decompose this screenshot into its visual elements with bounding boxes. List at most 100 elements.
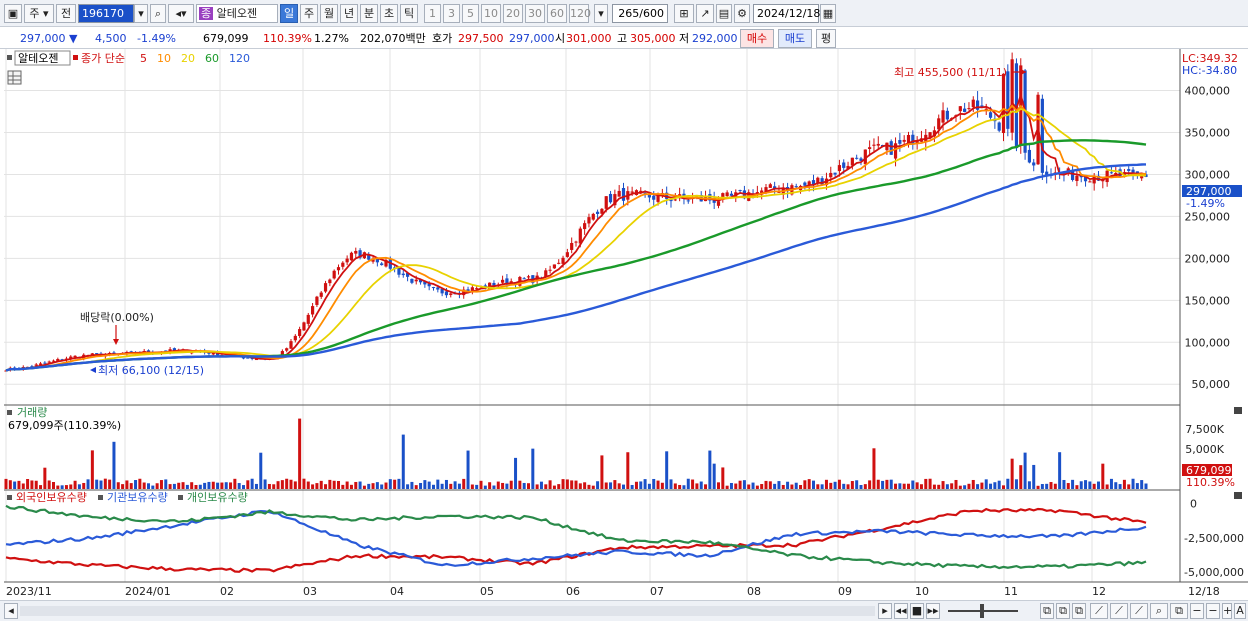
line-tool-icon[interactable]: ⟋ bbox=[1130, 603, 1148, 619]
interval-tab[interactable]: 20 bbox=[503, 4, 523, 23]
candle bbox=[557, 262, 561, 264]
prev-button[interactable]: 전 bbox=[56, 4, 76, 23]
speaker-icon[interactable]: ◂▾ bbox=[168, 4, 194, 23]
volume-bar bbox=[1122, 479, 1126, 489]
candle bbox=[850, 157, 854, 166]
period-tab[interactable]: 분 bbox=[360, 4, 378, 23]
chevron-down-icon[interactable]: ▾ bbox=[594, 4, 608, 23]
volume-bar bbox=[647, 483, 651, 489]
volume-bar bbox=[859, 485, 863, 489]
window-icon[interactable]: ⧉ bbox=[1056, 603, 1070, 619]
scroll-right-icon[interactable]: ▸ bbox=[878, 603, 892, 619]
layout-icon[interactable]: ▣ bbox=[4, 4, 22, 23]
zoom-out-icon[interactable]: − bbox=[1190, 603, 1204, 619]
volume-bar bbox=[401, 434, 405, 489]
candle bbox=[574, 241, 578, 243]
eval-button[interactable]: 평 bbox=[816, 29, 836, 48]
legend-name-box[interactable] bbox=[14, 50, 71, 66]
buy-button[interactable]: 매수 bbox=[740, 29, 774, 48]
calendar-icon[interactable]: ▦ bbox=[820, 4, 836, 23]
date-input[interactable]: 2024/12/18 bbox=[753, 4, 820, 23]
sell-button[interactable]: 매도 bbox=[778, 29, 812, 48]
candle bbox=[43, 362, 47, 364]
stock-code-input[interactable]: 196170 bbox=[78, 4, 134, 23]
font-size-icon[interactable]: A bbox=[1234, 603, 1246, 619]
volume-bar bbox=[250, 478, 254, 489]
volume-bar bbox=[1084, 480, 1088, 489]
candle bbox=[285, 348, 289, 351]
search-icon[interactable]: ⌕ bbox=[150, 4, 166, 23]
volume-bar bbox=[1114, 482, 1118, 489]
volume-bar bbox=[319, 480, 323, 489]
bottom-scrollbar[interactable]: ◂ ▸ ◂◂ ■ ▸▸ ⧉ ⧉ ⧉ ⟋ ⟋ ⟋ ⌕ ⧉ − − + A bbox=[0, 600, 1248, 621]
chart-area[interactable]: 400,000 350,000 300,000 250,000 200,000 150,0… bbox=[0, 49, 1248, 600]
draw-icon[interactable]: ↗ bbox=[696, 4, 714, 23]
volume-bar bbox=[64, 485, 68, 489]
period-tab[interactable]: 틱 bbox=[400, 4, 418, 23]
lc-label: LC:349.32 bbox=[1182, 52, 1238, 65]
count-input[interactable]: 265/600 bbox=[612, 4, 668, 23]
line-tool-icon[interactable]: ⟋ bbox=[1110, 603, 1128, 619]
interval-tab[interactable]: 30 bbox=[525, 4, 545, 23]
period-tab[interactable]: 월 bbox=[320, 4, 338, 23]
volume-bar bbox=[367, 483, 371, 489]
minus-icon[interactable]: − bbox=[1206, 603, 1220, 619]
table-icon[interactable] bbox=[7, 70, 22, 85]
zoom-in-icon[interactable]: + bbox=[1222, 603, 1233, 619]
period-tab[interactable]: 일 bbox=[280, 4, 298, 23]
volume-bar bbox=[609, 482, 613, 489]
interval-tab[interactable]: 3 bbox=[443, 4, 460, 23]
volume-bar bbox=[492, 485, 496, 489]
candle bbox=[164, 350, 168, 352]
volume-bar bbox=[911, 480, 915, 489]
volume-bar bbox=[116, 482, 120, 489]
volume-bar bbox=[1127, 484, 1131, 489]
window-icon[interactable]: ⧉ bbox=[1072, 603, 1086, 619]
candle bbox=[600, 208, 604, 214]
market-select[interactable]: 주 ▾ bbox=[24, 4, 54, 23]
interval-tab[interactable]: 1 bbox=[424, 4, 441, 23]
interval-tab[interactable]: 60 bbox=[547, 4, 567, 23]
volume-bar bbox=[103, 478, 107, 489]
gear-icon[interactable]: ⚙ bbox=[734, 4, 750, 23]
window-icon[interactable]: ⧉ bbox=[1040, 603, 1054, 619]
scroll-left-icon[interactable]: ◂ bbox=[4, 603, 18, 619]
scroll-track[interactable] bbox=[20, 606, 875, 616]
volume-bar bbox=[220, 482, 224, 489]
volume-bar bbox=[751, 482, 755, 489]
volume-bar bbox=[388, 479, 392, 489]
line-tool-icon[interactable]: ⟋ bbox=[1090, 603, 1108, 619]
zoom-handle[interactable] bbox=[980, 604, 984, 618]
volume-bar bbox=[829, 482, 833, 489]
candle bbox=[1144, 174, 1148, 177]
volume-bar bbox=[971, 479, 975, 489]
volume-bar bbox=[881, 480, 885, 489]
stop-icon[interactable]: ■ bbox=[910, 603, 924, 619]
volume-bar bbox=[548, 480, 552, 489]
candle bbox=[725, 192, 729, 197]
volume-bar bbox=[600, 455, 604, 489]
save-icon[interactable]: ▤ bbox=[716, 4, 732, 23]
volume-bar bbox=[954, 479, 958, 489]
period-tab[interactable]: 주 bbox=[300, 4, 318, 23]
chevron-down-icon[interactable]: ▾ bbox=[134, 4, 148, 23]
interval-tab[interactable]: 120 bbox=[569, 4, 591, 23]
stock-name-field[interactable]: 종 알테오젠 bbox=[196, 4, 278, 23]
candle bbox=[146, 350, 151, 353]
period-tab[interactable]: 년 bbox=[340, 4, 358, 23]
close-icon[interactable] bbox=[1234, 407, 1242, 414]
copy-icon[interactable]: ⧉ bbox=[1170, 603, 1188, 619]
interval-tab[interactable]: 5 bbox=[462, 4, 479, 23]
volume-bar bbox=[289, 479, 293, 489]
volume-bar bbox=[660, 482, 664, 489]
interval-tab[interactable]: 10 bbox=[481, 4, 501, 23]
forward-icon[interactable]: ▸▸ bbox=[926, 603, 940, 619]
period-tab[interactable]: 초 bbox=[380, 4, 398, 23]
crosshair-icon[interactable]: ⊞ bbox=[674, 4, 694, 23]
candle bbox=[246, 357, 250, 359]
ma-legend-label: 10 bbox=[157, 52, 171, 65]
magnifier-icon[interactable]: ⌕ bbox=[1150, 603, 1168, 619]
rewind-icon[interactable]: ◂◂ bbox=[894, 603, 908, 619]
high-label: 고 bbox=[617, 32, 628, 45]
close-icon[interactable] bbox=[1234, 492, 1242, 499]
